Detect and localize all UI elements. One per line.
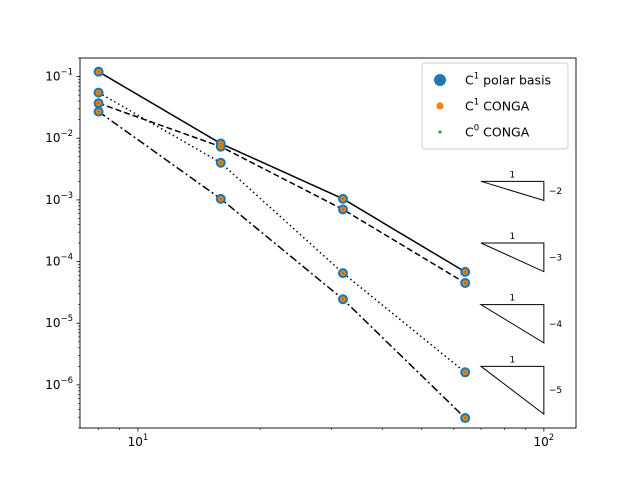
legend-label-1-sup: 1 [474,98,479,108]
x-tick-label-1: 102 [534,433,555,449]
reference-line-dashed [98,102,466,284]
slope-triangle-1 [480,242,545,273]
x-tick-label-1-mantissa: 10 [534,435,549,449]
y-tick-label-0-exponent: −6 [60,376,73,386]
legend-label-2-base: C [465,125,474,140]
y-tick-label-5-mantissa: 10 [45,70,60,84]
x-tick-label-0-mantissa: 10 [128,435,143,449]
slope-rise-label-0: −2 [549,187,562,197]
x-tick-label-0: 101 [128,433,149,449]
legend-label-1: C1 CONGA [465,98,530,114]
y-tick-label-3: 10−3 [45,191,73,207]
legend-marker-2 [438,130,442,134]
marker-series2-group2-point0 [97,102,100,105]
slope-run-label-1: 1 [510,232,516,242]
slope-triangles: 1 −2 1 −3 1 −4 1 −5 [479,170,563,416]
marker-series2-group1-point3 [464,281,467,285]
marker-series2-group3-point1 [219,197,222,200]
marker-series2-group2-point3 [464,371,467,374]
y-tick-label-3-exponent: −3 [60,191,73,201]
legend-label-1-rest: CONGA [479,99,530,114]
slope-triangle-3 [479,365,545,416]
legend-box [421,62,569,150]
y-tick-label-5: 10−1 [45,68,73,84]
y-tick-label-1-mantissa: 10 [45,316,60,330]
legend-label-0: C1 polar basis [465,72,551,88]
legend-label-2: C0 CONGA [465,124,530,140]
slope-rise-label-1: −3 [549,253,562,263]
legend-label-0-sup: 1 [474,72,479,82]
y-tick-label-2: 10−4 [45,253,73,269]
legend-label-0-base: C [465,73,474,88]
data-markers [93,66,471,424]
y-tick-label-0: 10−6 [45,376,73,392]
reference-line-solid [98,71,466,273]
legend-label-0-rest: polar basis [479,73,551,88]
marker-series2-group3-point0 [97,110,100,113]
legend-label-2-sup: 0 [474,124,479,134]
y-tick-label-4: 10−2 [45,129,73,145]
marker-series2-group1-point0 [97,91,100,94]
y-tick-label-1-exponent: −5 [60,314,73,324]
reference-line-dashdot [98,111,466,419]
legend-marker-0 [434,74,446,86]
slope-triangle-0 [480,180,545,202]
slope-triangle-2 [479,304,545,344]
x-tick-label-0-exponent: 1 [143,433,148,443]
marker-series2-group1-point1 [219,145,222,148]
slope-run-label-0: 1 [510,170,516,180]
slope-rise-label-2: −4 [549,320,563,330]
reference-line-dotted [98,91,466,373]
marker-series2-group0-point0 [97,70,100,73]
y-tick-label-4-exponent: −2 [60,129,73,139]
y-tick-label-1: 10−5 [45,314,73,330]
y-tick-label-4-mantissa: 10 [45,131,60,145]
marker-series2-group2-point2 [341,272,345,275]
marker-series2-group3-point2 [341,298,345,301]
marker-series2-group2-point1 [219,161,222,164]
marker-series2-group0-point1 [219,142,222,145]
marker-series2-group0-point2 [341,197,345,200]
slope-run-label-3: 1 [510,355,516,365]
y-tick-label-2-exponent: −4 [60,253,73,263]
marker-series2-group1-point2 [341,208,345,211]
marker-series2-group3-point3 [464,416,467,420]
legend-label-2-rest: CONGA [479,125,530,140]
reference-lines [98,71,466,419]
slope-rise-label-3: −5 [549,386,562,396]
slope-run-label-2: 1 [510,294,516,304]
y-tick-label-2-mantissa: 10 [45,255,60,269]
legend-label-1-base: C [465,99,474,114]
y-tick-label-0-mantissa: 10 [45,378,60,392]
y-tick-label-3-mantissa: 10 [45,193,60,207]
legend-marker-1 [436,102,444,110]
marker-series2-group0-point3 [464,270,467,273]
y-tick-label-5-exponent: −1 [60,68,73,78]
x-tick-label-1-exponent: 2 [549,433,554,443]
